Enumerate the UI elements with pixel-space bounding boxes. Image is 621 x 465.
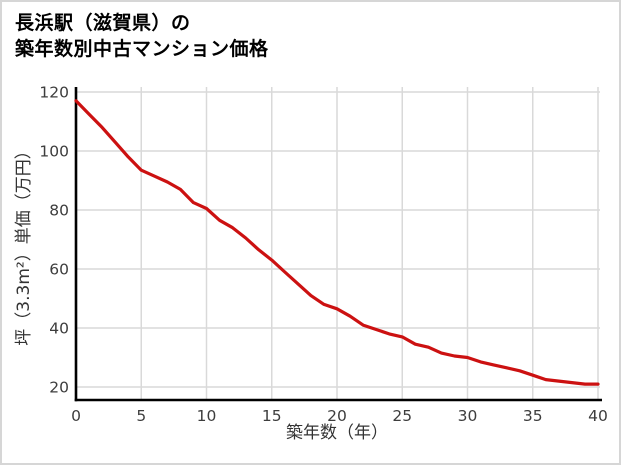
x-tick-label: 5 <box>136 407 146 425</box>
x-tick-label: 15 <box>262 407 282 425</box>
chart-title-line2: 築年数別中古マンション価格 <box>15 38 269 60</box>
x-tick-labels: 0 5 10 15 20 25 30 35 40 <box>71 407 608 425</box>
x-tick-label: 35 <box>523 407 543 425</box>
y-tick-label: 120 <box>39 84 69 102</box>
x-tick-label: 10 <box>197 407 217 425</box>
y-tick-label: 80 <box>49 202 69 220</box>
y-tick-label: 40 <box>49 320 69 338</box>
x-tick-label: 0 <box>71 407 81 425</box>
price-line-series <box>74 99 600 386</box>
y-axis-label: 坪（3.3m²）単価（万円） <box>14 142 34 345</box>
x-axis-label: 築年数（年） <box>286 423 388 443</box>
y-tick-label: 20 <box>49 379 69 397</box>
x-tick-label: 40 <box>588 407 608 425</box>
y-tick-label: 60 <box>49 261 69 279</box>
x-tick-label: 25 <box>392 407 412 425</box>
y-tick-labels: 20 40 60 80 100 120 <box>39 84 69 397</box>
x-tick-label: 30 <box>458 407 478 425</box>
chart-title: 長浜駅（滋賀県）の 築年数別中古マンション価格 <box>15 10 269 62</box>
x-tick-label: 20 <box>327 407 347 425</box>
chart-title-line1: 長浜駅（滋賀県）の <box>15 12 191 34</box>
y-tick-label: 100 <box>39 143 69 161</box>
grid-lines <box>76 87 600 400</box>
